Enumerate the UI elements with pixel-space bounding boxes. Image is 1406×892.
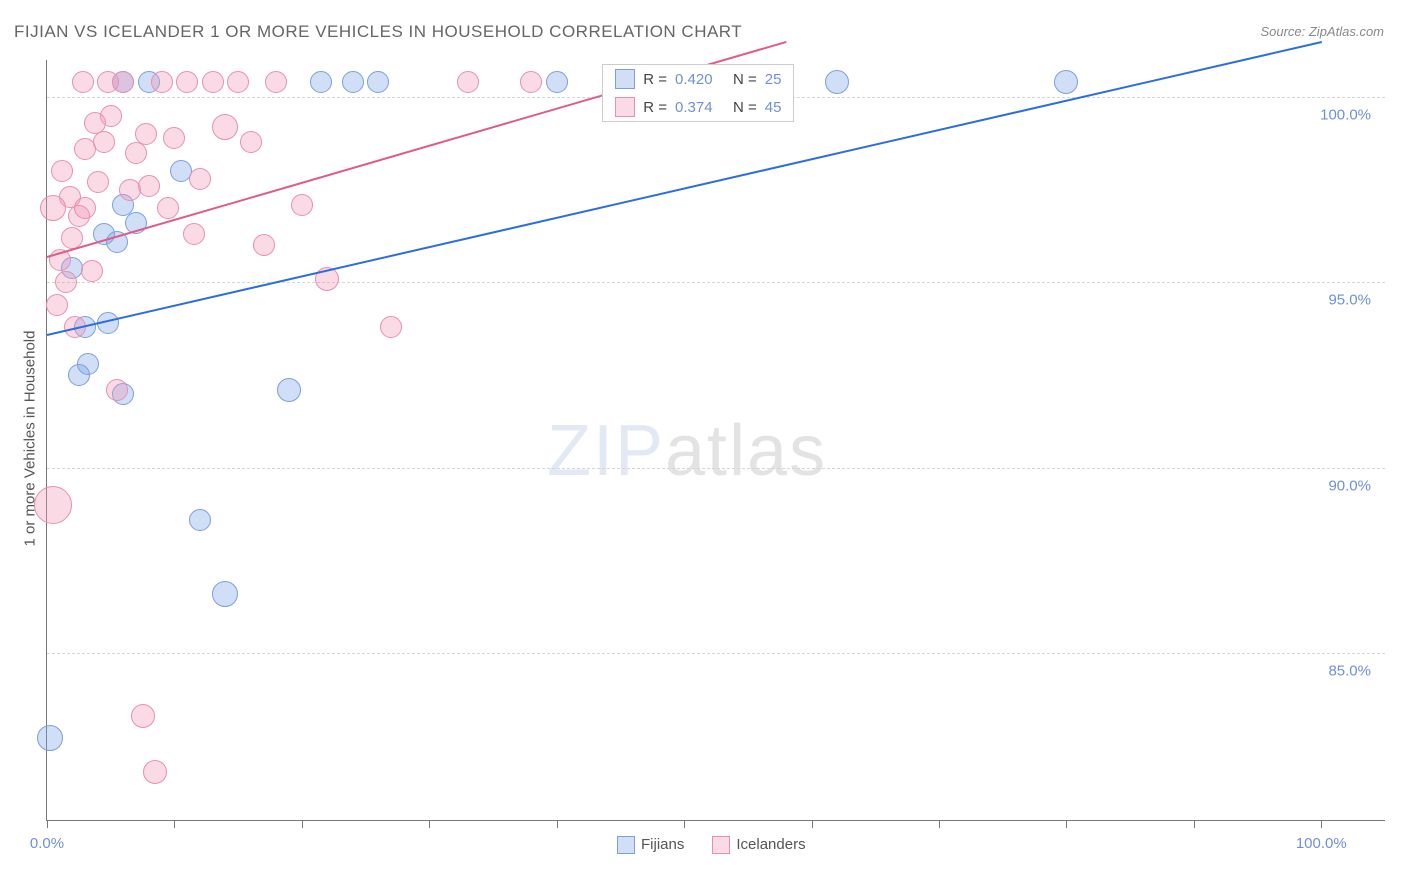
scatter-point (367, 71, 389, 93)
scatter-point (37, 725, 63, 751)
x-tick (684, 820, 685, 828)
x-tick (812, 820, 813, 828)
legend-n-label: N = (733, 99, 757, 116)
scatter-point (825, 70, 849, 94)
scatter-point (227, 71, 249, 93)
legend-swatch (615, 97, 635, 117)
gridline (47, 282, 1385, 283)
scatter-point (143, 760, 167, 784)
scatter-point (291, 194, 313, 216)
gridline (47, 468, 1385, 469)
y-axis-label: 1 or more Vehicles in Household (22, 289, 39, 589)
y-tick-label: 100.0% (1316, 107, 1375, 124)
scatter-point (97, 71, 119, 93)
legend-n-value: 45 (765, 99, 782, 116)
scatter-point (163, 127, 185, 149)
legend-swatch (712, 836, 730, 854)
legend-r-label: R = (643, 99, 667, 116)
scatter-point (51, 160, 73, 182)
x-axis-max-label: 100.0% (1296, 835, 1347, 852)
legend-n-label: N = (733, 71, 757, 88)
scatter-point (119, 179, 141, 201)
series-legend-item: Fijians (617, 836, 684, 854)
scatter-point (84, 112, 106, 134)
legend-n-value: 25 (765, 71, 782, 88)
scatter-point (77, 353, 99, 375)
x-tick (939, 820, 940, 828)
series-legend-item: Icelanders (712, 836, 805, 854)
legend-r-value: 0.420 (675, 71, 725, 88)
gridline (47, 653, 1385, 654)
x-tick (429, 820, 430, 828)
scatter-point (240, 131, 262, 153)
scatter-point (34, 486, 72, 524)
chart-title: FIJIAN VS ICELANDER 1 OR MORE VEHICLES I… (14, 22, 742, 42)
legend-r-value: 0.374 (675, 99, 725, 116)
scatter-point (87, 171, 109, 193)
scatter-point (277, 378, 301, 402)
correlation-legend: R = 0.420 N = 25 R = 0.374 N = 45 (602, 64, 794, 122)
scatter-point (1054, 70, 1078, 94)
legend-swatch (617, 836, 635, 854)
x-tick (1194, 820, 1195, 828)
x-tick (1066, 820, 1067, 828)
scatter-point (342, 71, 364, 93)
scatter-point (151, 71, 173, 93)
legend-row: R = 0.374 N = 45 (603, 93, 793, 121)
x-tick (47, 820, 48, 828)
y-tick-label: 85.0% (1324, 663, 1375, 680)
x-tick (1321, 820, 1322, 828)
scatter-point (157, 197, 179, 219)
scatter-point (131, 704, 155, 728)
scatter-plot-area: ZIPatlas 85.0%90.0%95.0%100.0%0.0%100.0%… (46, 60, 1385, 821)
scatter-point (176, 71, 198, 93)
scatter-point (212, 114, 238, 140)
scatter-point (520, 71, 542, 93)
legend-swatch (615, 69, 635, 89)
scatter-point (189, 168, 211, 190)
scatter-point (106, 379, 128, 401)
scatter-point (189, 509, 211, 531)
scatter-point (40, 195, 66, 221)
series-legend: Fijians Icelanders (617, 836, 806, 854)
watermark-zip: ZIP (547, 411, 665, 491)
series-name: Fijians (641, 836, 684, 853)
scatter-point (55, 271, 77, 293)
scatter-point (74, 197, 96, 219)
scatter-point (310, 71, 332, 93)
x-tick (302, 820, 303, 828)
y-tick-label: 95.0% (1324, 292, 1375, 309)
source-attribution: Source: ZipAtlas.com (1260, 24, 1384, 39)
legend-row: R = 0.420 N = 25 (603, 65, 793, 93)
scatter-point (183, 223, 205, 245)
scatter-point (212, 581, 238, 607)
series-name: Icelanders (736, 836, 805, 853)
watermark: ZIPatlas (547, 410, 827, 492)
scatter-point (457, 71, 479, 93)
scatter-point (81, 260, 103, 282)
y-tick-label: 90.0% (1324, 477, 1375, 494)
scatter-point (202, 71, 224, 93)
scatter-point (72, 71, 94, 93)
x-tick (174, 820, 175, 828)
scatter-point (265, 71, 287, 93)
x-tick (557, 820, 558, 828)
scatter-point (46, 294, 68, 316)
scatter-point (380, 316, 402, 338)
watermark-atlas: atlas (665, 411, 827, 491)
x-axis-min-label: 0.0% (30, 835, 64, 852)
legend-r-label: R = (643, 71, 667, 88)
scatter-point (253, 234, 275, 256)
scatter-point (135, 123, 157, 145)
scatter-point (546, 71, 568, 93)
scatter-point (138, 175, 160, 197)
